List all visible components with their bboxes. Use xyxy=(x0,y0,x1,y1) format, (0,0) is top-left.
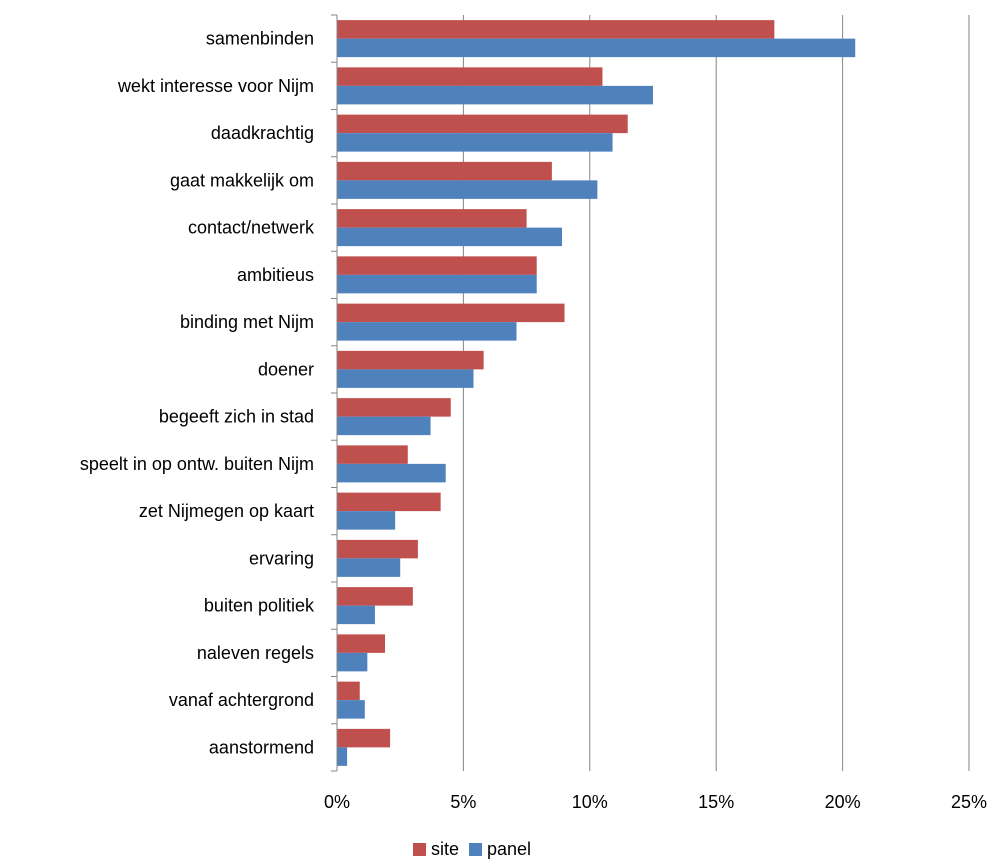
category-labels: samenbinden wekt interesse voor Nijm daadk… xyxy=(80,29,315,758)
bar-site xyxy=(337,539,418,559)
bar-site xyxy=(337,492,441,512)
category-label: naleven regels xyxy=(197,643,314,663)
bar-site xyxy=(337,350,484,370)
bar-site xyxy=(337,587,413,606)
x-tick-label: 20% xyxy=(825,792,861,812)
bar-panel xyxy=(337,369,474,388)
y-axis xyxy=(331,14,338,772)
category-label: wekt interesse voor Nijm xyxy=(117,76,314,96)
category-label: begeeft zich in stad xyxy=(159,407,314,427)
bars xyxy=(337,20,856,766)
category-label: ambitieus xyxy=(237,265,314,285)
bar-panel xyxy=(337,463,446,483)
category-label: buiten politiek xyxy=(204,596,315,616)
category-label: vanaf achtergrond xyxy=(169,690,314,710)
bar-site xyxy=(337,209,527,228)
x-tick-label: 25% xyxy=(951,792,987,812)
bar-site xyxy=(337,161,552,181)
bar-site xyxy=(337,114,628,134)
legend-label-panel: panel xyxy=(487,839,531,859)
category-label: contact/netwerk xyxy=(188,218,315,238)
bar-panel xyxy=(337,511,396,530)
legend-swatch-site xyxy=(413,843,426,856)
bar-panel xyxy=(337,605,375,625)
x-tick-label: 5% xyxy=(450,792,476,812)
category-label: aanstormend xyxy=(209,737,314,757)
x-tick-label: 0% xyxy=(324,792,350,812)
category-label: speelt in op ontw. buiten Nijm xyxy=(80,454,314,474)
bar-site xyxy=(337,20,775,39)
bar-panel xyxy=(337,700,365,719)
legend-swatch-panel xyxy=(469,843,483,856)
bar-panel xyxy=(337,558,401,577)
category-label: doener xyxy=(258,359,314,379)
x-tick-labels: 0% 5% 10% 15% 20% 25% xyxy=(324,792,987,812)
legend-label-site: site xyxy=(431,839,459,859)
bar-site xyxy=(337,728,391,748)
bar-panel xyxy=(337,322,517,341)
bar-panel xyxy=(337,85,653,105)
bar-panel xyxy=(337,416,431,436)
bar-panel xyxy=(337,38,856,58)
category-label: samenbinden xyxy=(206,29,314,49)
bar-site xyxy=(337,398,451,417)
bar-site xyxy=(337,67,603,86)
category-label: binding met Nijm xyxy=(180,312,314,332)
bar-site xyxy=(337,303,565,323)
legend: site panel xyxy=(413,839,531,859)
bar-panel xyxy=(337,227,562,247)
bar-panel xyxy=(337,652,368,672)
category-label: ervaring xyxy=(249,548,314,568)
category-label: zet Nijmegen op kaart xyxy=(139,501,314,521)
bar-site xyxy=(337,445,408,464)
category-label: gaat makkelijk om xyxy=(170,170,314,190)
bar-panel xyxy=(337,133,613,152)
bar-site xyxy=(337,681,360,701)
category-label: daadkrachtig xyxy=(211,123,314,143)
bar-panel xyxy=(337,274,537,294)
bar-site xyxy=(337,256,537,275)
bar-panel xyxy=(337,747,348,766)
x-tick-label: 10% xyxy=(572,792,608,812)
bar-site xyxy=(337,634,386,653)
x-tick-label: 15% xyxy=(698,792,734,812)
bar-panel xyxy=(337,180,598,199)
